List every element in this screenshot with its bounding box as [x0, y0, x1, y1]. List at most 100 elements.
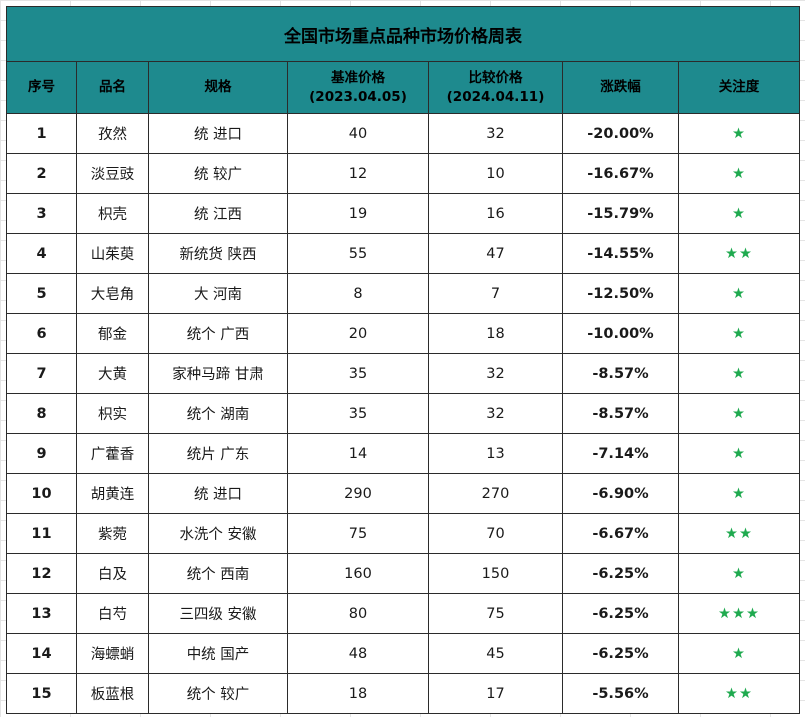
cell-spec[interactable]: 统个 西南: [148, 553, 288, 594]
cell-spec[interactable]: 统 较广: [148, 153, 288, 194]
cell-attention[interactable]: ★★: [677, 513, 801, 554]
cell-name[interactable]: 枳实: [76, 393, 149, 434]
cell-spec[interactable]: 统 江西: [148, 193, 288, 234]
cell-change[interactable]: -14.55%: [562, 233, 679, 274]
header-idx[interactable]: 序号: [6, 61, 77, 114]
cell-idx[interactable]: 1: [6, 113, 77, 154]
cell-change[interactable]: -8.57%: [562, 353, 679, 394]
cell-base-price[interactable]: 20: [287, 313, 429, 354]
header-attention[interactable]: 关注度: [677, 61, 801, 114]
table-title[interactable]: 全国市场重点品种市场价格周表: [5, 6, 801, 62]
cell-spec[interactable]: 统个 广西: [148, 313, 288, 354]
cell-base-price[interactable]: 55: [287, 233, 429, 274]
cell-attention[interactable]: ★: [677, 393, 801, 434]
cell-compare-price[interactable]: 32: [428, 113, 563, 154]
cell-name[interactable]: 郁金: [76, 313, 149, 354]
header-compare-price[interactable]: 比较价格 (2024.04.11): [428, 61, 563, 114]
cell-compare-price[interactable]: 47: [428, 233, 563, 274]
cell-base-price[interactable]: 48: [287, 633, 429, 674]
cell-attention[interactable]: ★★★: [677, 593, 801, 634]
cell-compare-price[interactable]: 18: [428, 313, 563, 354]
cell-idx[interactable]: 2: [6, 153, 77, 194]
cell-change[interactable]: -16.67%: [562, 153, 679, 194]
cell-change[interactable]: -7.14%: [562, 433, 679, 474]
cell-change[interactable]: -5.56%: [562, 673, 679, 714]
cell-attention[interactable]: ★: [677, 553, 801, 594]
cell-compare-price[interactable]: 17: [428, 673, 563, 714]
cell-change[interactable]: -15.79%: [562, 193, 679, 234]
header-base-price[interactable]: 基准价格 (2023.04.05): [287, 61, 429, 114]
cell-change[interactable]: -6.25%: [562, 593, 679, 634]
cell-attention[interactable]: ★: [677, 473, 801, 514]
cell-idx[interactable]: 6: [6, 313, 77, 354]
cell-idx[interactable]: 3: [6, 193, 77, 234]
cell-attention[interactable]: ★★: [677, 233, 801, 274]
cell-idx[interactable]: 7: [6, 353, 77, 394]
cell-base-price[interactable]: 75: [287, 513, 429, 554]
cell-compare-price[interactable]: 150: [428, 553, 563, 594]
cell-name[interactable]: 紫菀: [76, 513, 149, 554]
cell-name[interactable]: 胡黄连: [76, 473, 149, 514]
cell-attention[interactable]: ★: [677, 193, 801, 234]
header-spec[interactable]: 规格: [148, 61, 288, 114]
cell-name[interactable]: 海螵蛸: [76, 633, 149, 674]
cell-idx[interactable]: 5: [6, 273, 77, 314]
cell-spec[interactable]: 家种马蹄 甘肃: [148, 353, 288, 394]
cell-spec[interactable]: 三四级 安徽: [148, 593, 288, 634]
cell-change[interactable]: -6.25%: [562, 633, 679, 674]
cell-spec[interactable]: 中统 国产: [148, 633, 288, 674]
cell-name[interactable]: 枳壳: [76, 193, 149, 234]
cell-name[interactable]: 山茱萸: [76, 233, 149, 274]
cell-compare-price[interactable]: 45: [428, 633, 563, 674]
cell-name[interactable]: 白芍: [76, 593, 149, 634]
cell-spec[interactable]: 新统货 陕西: [148, 233, 288, 274]
cell-compare-price[interactable]: 75: [428, 593, 563, 634]
cell-idx[interactable]: 9: [6, 433, 77, 474]
cell-attention[interactable]: ★: [677, 113, 801, 154]
cell-spec[interactable]: 统个 湖南: [148, 393, 288, 434]
cell-base-price[interactable]: 12: [287, 153, 429, 194]
cell-idx[interactable]: 14: [6, 633, 77, 674]
cell-name[interactable]: 孜然: [76, 113, 149, 154]
cell-base-price[interactable]: 19: [287, 193, 429, 234]
cell-attention[interactable]: ★: [677, 273, 801, 314]
cell-spec[interactable]: 大 河南: [148, 273, 288, 314]
cell-base-price[interactable]: 40: [287, 113, 429, 154]
header-change[interactable]: 涨跌幅: [562, 61, 679, 114]
cell-base-price[interactable]: 80: [287, 593, 429, 634]
cell-idx[interactable]: 13: [6, 593, 77, 634]
cell-compare-price[interactable]: 32: [428, 353, 563, 394]
cell-base-price[interactable]: 14: [287, 433, 429, 474]
cell-base-price[interactable]: 35: [287, 393, 429, 434]
cell-change[interactable]: -12.50%: [562, 273, 679, 314]
cell-change[interactable]: -10.00%: [562, 313, 679, 354]
cell-attention[interactable]: ★: [677, 633, 801, 674]
cell-base-price[interactable]: 18: [287, 673, 429, 714]
cell-name[interactable]: 板蓝根: [76, 673, 149, 714]
cell-attention[interactable]: ★: [677, 313, 801, 354]
cell-compare-price[interactable]: 70: [428, 513, 563, 554]
cell-name[interactable]: 大皂角: [76, 273, 149, 314]
cell-attention[interactable]: ★: [677, 433, 801, 474]
cell-attention[interactable]: ★★: [677, 673, 801, 714]
cell-idx[interactable]: 11: [6, 513, 77, 554]
header-name[interactable]: 品名: [76, 61, 149, 114]
cell-compare-price[interactable]: 13: [428, 433, 563, 474]
cell-compare-price[interactable]: 32: [428, 393, 563, 434]
cell-change[interactable]: -6.67%: [562, 513, 679, 554]
cell-spec[interactable]: 水洗个 安徽: [148, 513, 288, 554]
cell-spec[interactable]: 统个 较广: [148, 673, 288, 714]
cell-idx[interactable]: 10: [6, 473, 77, 514]
cell-change[interactable]: -6.90%: [562, 473, 679, 514]
cell-base-price[interactable]: 8: [287, 273, 429, 314]
cell-idx[interactable]: 8: [6, 393, 77, 434]
cell-name[interactable]: 白及: [76, 553, 149, 594]
cell-change[interactable]: -20.00%: [562, 113, 679, 154]
cell-compare-price[interactable]: 10: [428, 153, 563, 194]
cell-spec[interactable]: 统 进口: [148, 113, 288, 154]
cell-change[interactable]: -8.57%: [562, 393, 679, 434]
cell-base-price[interactable]: 290: [287, 473, 429, 514]
cell-compare-price[interactable]: 7: [428, 273, 563, 314]
cell-compare-price[interactable]: 270: [428, 473, 563, 514]
cell-idx[interactable]: 12: [6, 553, 77, 594]
